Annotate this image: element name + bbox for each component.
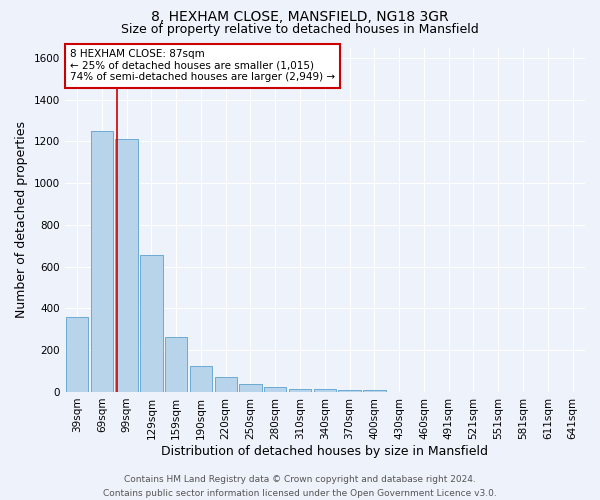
- Bar: [165, 336, 187, 392]
- Text: 8 HEXHAM CLOSE: 87sqm
← 25% of detached houses are smaller (1,015)
74% of semi-d: 8 HEXHAM CLOSE: 87sqm ← 25% of detached …: [70, 49, 335, 82]
- Text: Contains HM Land Registry data © Crown copyright and database right 2024.
Contai: Contains HM Land Registry data © Crown c…: [103, 476, 497, 498]
- Bar: [215, 378, 237, 392]
- Y-axis label: Number of detached properties: Number of detached properties: [15, 121, 28, 318]
- Text: Size of property relative to detached houses in Mansfield: Size of property relative to detached ho…: [121, 22, 479, 36]
- Bar: [338, 390, 361, 392]
- Bar: [190, 366, 212, 392]
- Bar: [140, 255, 163, 392]
- Bar: [363, 390, 386, 392]
- X-axis label: Distribution of detached houses by size in Mansfield: Distribution of detached houses by size …: [161, 444, 488, 458]
- Bar: [115, 140, 138, 392]
- Text: 8, HEXHAM CLOSE, MANSFIELD, NG18 3GR: 8, HEXHAM CLOSE, MANSFIELD, NG18 3GR: [151, 10, 449, 24]
- Bar: [314, 390, 336, 392]
- Bar: [239, 384, 262, 392]
- Bar: [264, 386, 286, 392]
- Bar: [91, 131, 113, 392]
- Bar: [66, 317, 88, 392]
- Bar: [289, 389, 311, 392]
